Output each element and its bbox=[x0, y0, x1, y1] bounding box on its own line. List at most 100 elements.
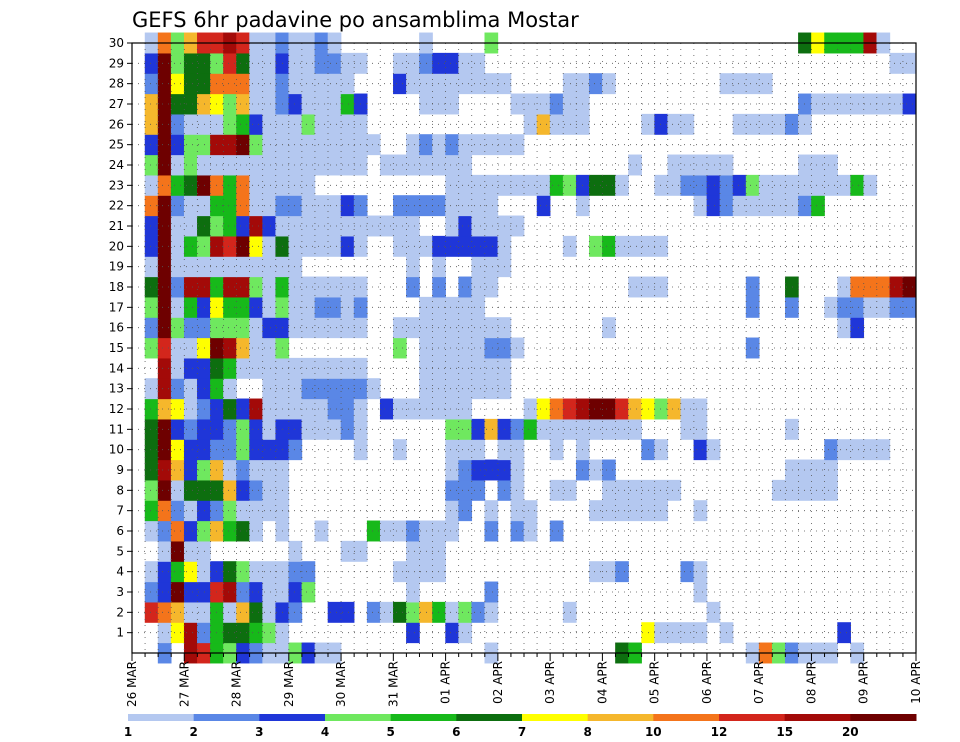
precip-cell bbox=[197, 398, 211, 420]
y-tick-label: 25 bbox=[109, 138, 124, 152]
precip-cell bbox=[144, 296, 159, 318]
colorbar-swatch bbox=[390, 714, 457, 721]
precip-cell bbox=[471, 459, 486, 481]
precip-cell bbox=[654, 174, 669, 196]
precip-cell bbox=[170, 134, 185, 156]
colorbar-swatch bbox=[653, 714, 720, 721]
precip-cell bbox=[902, 52, 917, 74]
precip-cell bbox=[249, 500, 263, 522]
precip-cell bbox=[536, 113, 551, 135]
precip-cell bbox=[170, 174, 185, 196]
precip-cell bbox=[223, 174, 237, 196]
precip-cell bbox=[327, 357, 342, 379]
precip-cell bbox=[406, 581, 420, 603]
precip-cell bbox=[327, 378, 342, 400]
precip-cell bbox=[236, 398, 250, 420]
precip-cell bbox=[406, 73, 420, 95]
precip-cell bbox=[393, 317, 407, 339]
precip-cell bbox=[458, 418, 473, 440]
precip-cell bbox=[183, 540, 198, 562]
precip-cell bbox=[654, 113, 669, 135]
precip-cell bbox=[484, 174, 499, 196]
precip-cell bbox=[745, 296, 760, 318]
precip-cell bbox=[379, 398, 394, 420]
precip-cell bbox=[327, 215, 342, 237]
precip-cell bbox=[824, 93, 838, 115]
precip-cell bbox=[144, 581, 159, 603]
precip-cell bbox=[589, 459, 603, 481]
colorbar-label: 8 bbox=[584, 725, 592, 739]
precip-cell bbox=[654, 479, 669, 501]
precip-cell bbox=[183, 418, 198, 440]
y-tick-label: 23 bbox=[109, 178, 124, 192]
precip-cell bbox=[288, 52, 303, 74]
precip-cell bbox=[340, 93, 355, 115]
precip-cell bbox=[301, 154, 316, 176]
precip-cell bbox=[223, 561, 237, 583]
precip-cell bbox=[144, 561, 159, 583]
precip-cell bbox=[157, 439, 172, 461]
precip-cell bbox=[458, 276, 473, 298]
precip-cell bbox=[471, 134, 486, 156]
precip-cell bbox=[340, 378, 355, 400]
precip-cell bbox=[223, 73, 237, 95]
precip-cell bbox=[549, 479, 564, 501]
precip-cell bbox=[458, 601, 473, 623]
precip-cell bbox=[183, 235, 198, 257]
precip-cell bbox=[510, 174, 525, 196]
precip-cell bbox=[236, 479, 250, 501]
precip-cell bbox=[706, 195, 721, 217]
precip-cell bbox=[811, 195, 825, 217]
precip-cell bbox=[340, 113, 355, 135]
precip-cell bbox=[170, 581, 185, 603]
precip-cell bbox=[314, 317, 329, 339]
precip-cell bbox=[170, 337, 185, 359]
precip-cell bbox=[628, 418, 642, 440]
colorbar-swatch bbox=[522, 714, 589, 721]
precip-cell bbox=[458, 296, 473, 318]
precip-cell bbox=[314, 296, 329, 318]
x-axis-ticks: 26 MAR 27 MAR 28 MAR 29 MAR 30 MAR 31 MAR 01 A… bbox=[125, 653, 923, 707]
precip-cell bbox=[837, 296, 851, 318]
precip-cell bbox=[837, 93, 851, 115]
precip-cell bbox=[876, 276, 891, 298]
precip-cell bbox=[288, 235, 303, 257]
precip-cell bbox=[680, 622, 695, 644]
precip-cell bbox=[536, 174, 551, 196]
precip-cell bbox=[340, 134, 355, 156]
precip-cell bbox=[602, 561, 616, 583]
precip-cell bbox=[170, 357, 185, 379]
precip-cell bbox=[471, 276, 486, 298]
precip-cell bbox=[249, 581, 263, 603]
precip-cell bbox=[144, 317, 159, 339]
precip-cell bbox=[236, 622, 250, 644]
precip-cell bbox=[236, 276, 250, 298]
precip-cell bbox=[523, 520, 538, 542]
precip-cell bbox=[902, 93, 917, 115]
precip-cell bbox=[393, 398, 407, 420]
precip-cell bbox=[314, 73, 329, 95]
precip-cell bbox=[236, 256, 250, 278]
colorbar-label: 7 bbox=[518, 725, 526, 739]
colorbar-swatch bbox=[587, 714, 654, 721]
precip-cell bbox=[223, 418, 237, 440]
precip-cell bbox=[197, 93, 211, 115]
precip-cell bbox=[236, 500, 250, 522]
precip-cell bbox=[183, 195, 198, 217]
precip-cell bbox=[811, 459, 825, 481]
precip-cell bbox=[144, 398, 159, 420]
precip-cell bbox=[223, 134, 237, 156]
precip-cell bbox=[523, 174, 538, 196]
precip-cell bbox=[562, 93, 577, 115]
precip-cell bbox=[144, 215, 159, 237]
precip-cell bbox=[144, 154, 159, 176]
precip-cell bbox=[785, 113, 799, 135]
precip-cell bbox=[327, 276, 342, 298]
precip-cell bbox=[445, 357, 459, 379]
precip-cell bbox=[445, 195, 459, 217]
y-tick-label: 22 bbox=[109, 199, 124, 213]
precip-cell bbox=[249, 459, 263, 481]
precip-cell bbox=[197, 561, 211, 583]
precip-cell bbox=[340, 276, 355, 298]
colorbar-label: 12 bbox=[711, 725, 728, 739]
